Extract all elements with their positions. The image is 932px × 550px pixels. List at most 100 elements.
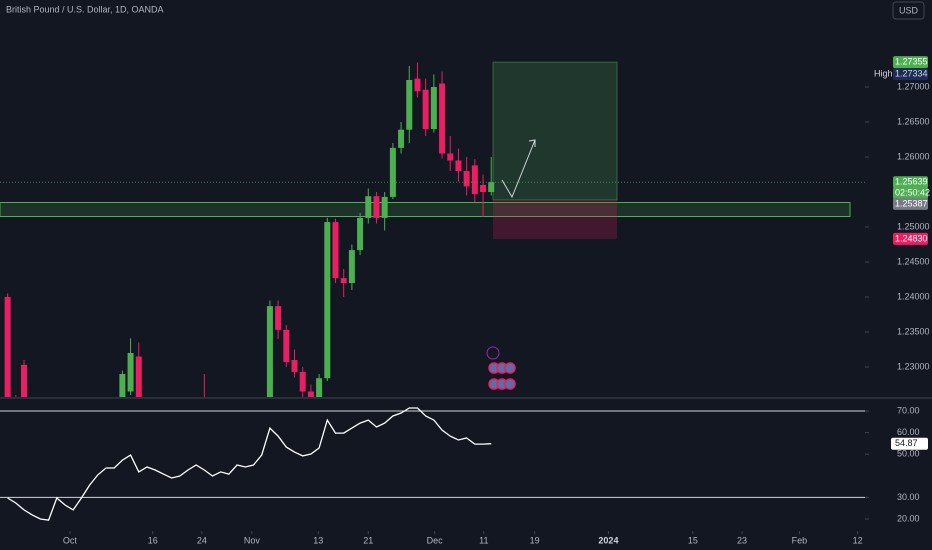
candle-body [471,165,478,195]
x-tick-label: 19 [530,535,540,545]
candle-body [37,437,43,451]
candle-body [177,430,183,458]
rsi-last-bg [891,437,928,450]
candle-body [193,437,199,451]
candle-body [389,147,396,197]
rsi-last-value: 54.87 [895,438,918,448]
candle-body [324,222,331,379]
arrow-head [528,139,536,147]
candle-body [447,153,454,161]
candle-body [210,444,216,472]
candle-body [307,391,314,397]
candle-body [54,458,60,472]
rsi-tick-label: 20.00 [897,513,920,523]
candle-body [283,329,290,363]
candle-body [340,278,347,283]
candle-body [127,353,134,392]
candle-body [348,250,355,283]
candle-body [373,196,380,218]
rsi-tick-label: 70.00 [897,405,920,415]
axes: 1.27000 1.26500 1.26000 1.25000 1.24500 1.240… [63,56,930,545]
candle-body [414,78,421,92]
target-price-tag: 1.27355 [895,57,928,67]
y-tick-label: 1.27000 [897,81,930,91]
target-price-tag-bg [893,56,928,69]
candle-body [103,430,109,437]
stop-price-tag: 1.24830 [895,233,928,243]
candle-body [291,360,298,372]
candle-body [398,129,405,148]
candle-body [62,472,68,500]
rsi-tick-label: 60.00 [897,427,920,437]
y-tick-label: 1.24000 [897,291,930,301]
x-tick-label: 23 [737,535,747,545]
y-tick-label: 1.24500 [897,256,930,266]
candle-body [316,378,323,397]
candle-body [422,89,429,129]
rsi-tick-label: 30.00 [897,492,920,502]
entry-price-tag: 1.25387 [895,198,928,208]
x-tick-label: 15 [688,535,698,545]
projection-arrow [501,139,536,199]
candle-body [381,196,388,218]
loss-zone [493,199,617,239]
candle-body [29,409,35,437]
high-marker-label: High [874,69,893,79]
candle-body [95,437,101,458]
x-tick-label: 21 [363,535,373,545]
candle-body [488,182,495,192]
x-tick-label: Nov [244,535,261,545]
candle-body [332,222,339,279]
high-price-tag-bg [893,68,928,81]
support-zone [0,202,851,217]
x-tick-label: Dec [427,535,444,545]
y-tick-label: 1.26500 [897,116,930,126]
stop-price-tag-bg [893,232,928,245]
candle-body [119,374,126,397]
rsi-pane [0,407,865,521]
x-tick-label: 24 [197,535,207,545]
high-price-tag: 1.27334 [895,69,928,79]
candle-body [218,465,224,472]
price-pane [0,61,865,500]
x-tick-label: Feb [792,535,808,545]
rsi-line [7,407,492,521]
candle-body [21,364,28,397]
candle-body [234,479,240,486]
candle-body [160,451,166,465]
candle-body [169,451,175,458]
x-tick-label: 2024 [598,535,618,545]
candle-body [357,217,364,251]
candle-body [480,185,487,192]
candle-body [439,83,446,154]
y-tick-label: 1.25000 [897,221,930,231]
candle-body [111,416,117,430]
y-tick-label: 1.23500 [897,326,930,336]
event-flag [504,378,516,390]
candle-body [185,430,191,451]
candle-body [406,80,413,130]
candle-body [365,196,372,218]
profit-zone [492,61,618,201]
candle-body [455,160,462,171]
x-tick-label: 12 [853,535,863,545]
event-flag [504,362,516,374]
countdown-tag: 02:50:42 [895,188,930,198]
candle-body [135,356,142,397]
current-price-tag-bg [893,176,928,189]
currency-label[interactable]: USD [899,5,919,15]
candle-body [259,465,265,479]
y-tick-label: 1.23000 [897,361,930,371]
x-tick-label: 16 [148,535,158,545]
x-tick-label: Oct [63,535,78,545]
currency-button[interactable] [892,1,925,20]
candle-body [46,451,52,458]
candle-body [275,306,282,330]
x-tick-label: 13 [313,535,323,545]
candle-body [266,306,273,397]
countdown-tag-bg [893,187,928,200]
candle-body [463,171,470,187]
rsi-tick-label: 50.00 [897,449,920,459]
